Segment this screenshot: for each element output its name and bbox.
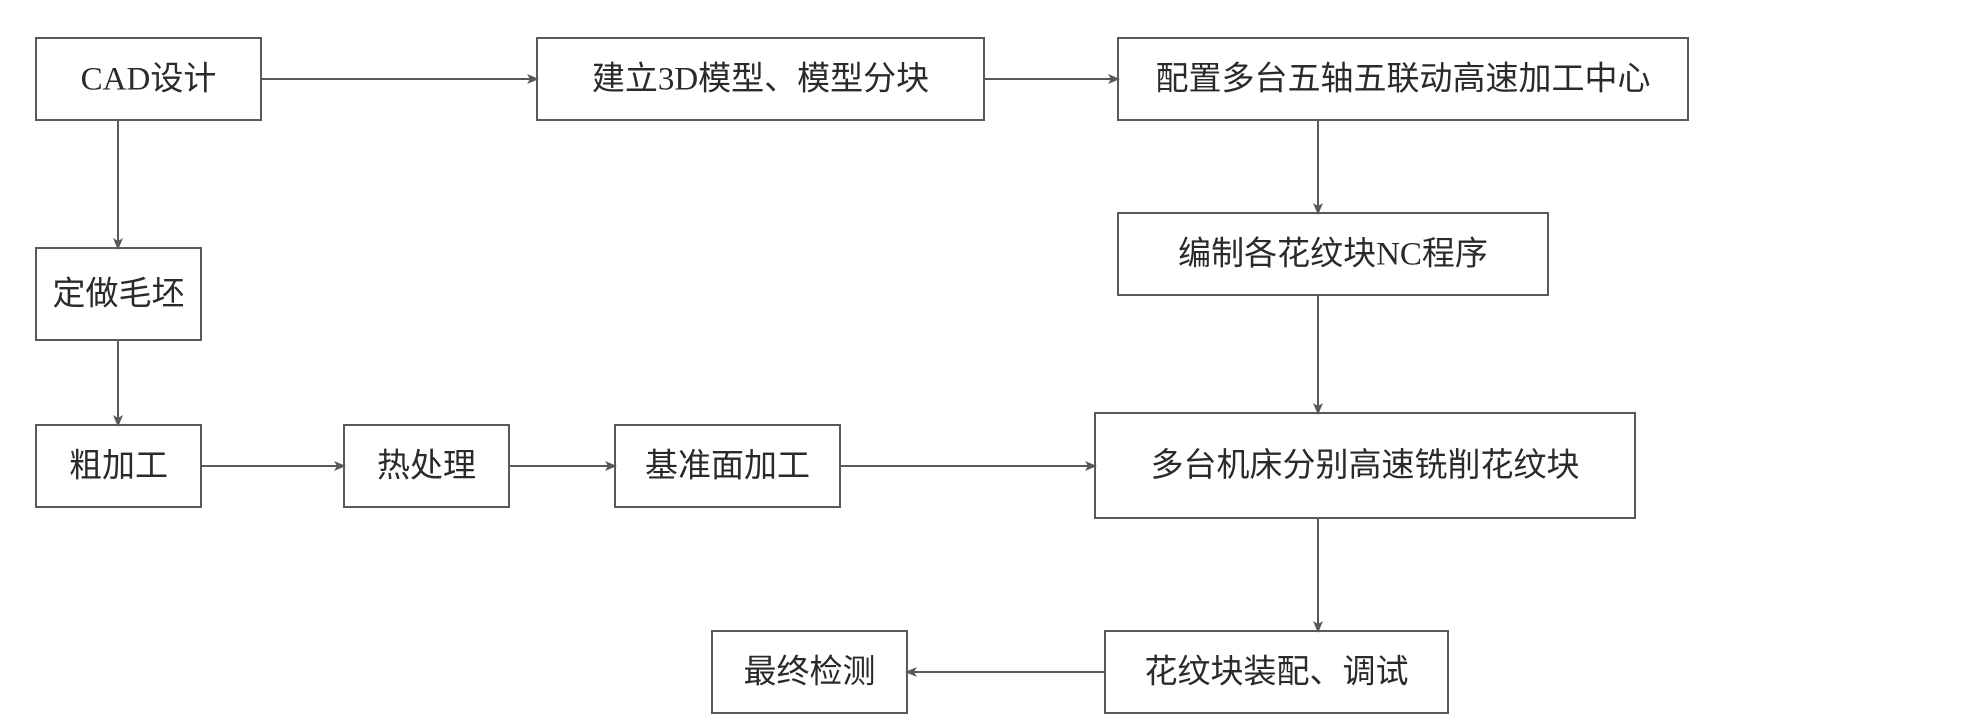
node-rough: 粗加工 bbox=[36, 425, 201, 507]
node-heat: 热处理 bbox=[344, 425, 509, 507]
flowchart-canvas: CAD设计 建立3D模型、模型分块 配置多台五轴五联动高速加工中心编制各花纹块NC程… bbox=[0, 0, 1971, 724]
node-datum-label: 基准面加工 bbox=[645, 448, 810, 485]
node-blank-label: 定做毛坯 bbox=[53, 276, 185, 313]
nodes-layer: CAD设计 建立3D模型、模型分块 配置多台五轴五联动高速加工中心编制各花纹块NC程… bbox=[36, 38, 1688, 713]
node-datum: 基准面加工 bbox=[615, 425, 840, 507]
node-model3d-label: 建立3D模型、模型分块 bbox=[592, 61, 929, 98]
node-heat-label: 热处理 bbox=[377, 448, 476, 485]
node-assemble: 花纹块装配、调试 bbox=[1105, 631, 1448, 713]
node-cad-label: CAD设计 bbox=[81, 61, 217, 98]
node-model3d: 建立3D模型、模型分块 bbox=[537, 38, 984, 120]
node-cad: CAD设计 bbox=[36, 38, 261, 120]
node-assemble-label: 花纹块装配、调试 bbox=[1145, 654, 1409, 691]
node-inspect-label: 最终检测 bbox=[744, 654, 876, 691]
node-nc-label: 编制各花纹块NC程序 bbox=[1178, 236, 1488, 273]
node-mill: 多台机床分别高速铣削花纹块 bbox=[1095, 413, 1635, 518]
node-mill-label: 多台机床分别高速铣削花纹块 bbox=[1151, 447, 1580, 484]
node-rough-label: 粗加工 bbox=[69, 448, 168, 485]
node-blank: 定做毛坯 bbox=[36, 248, 201, 340]
node-nc: 编制各花纹块NC程序 bbox=[1118, 213, 1548, 295]
node-machines-label: 配置多台五轴五联动高速加工中心 bbox=[1156, 61, 1651, 98]
node-inspect: 最终检测 bbox=[712, 631, 907, 713]
node-machines: 配置多台五轴五联动高速加工中心 bbox=[1118, 38, 1688, 120]
edges-layer bbox=[118, 79, 1318, 672]
